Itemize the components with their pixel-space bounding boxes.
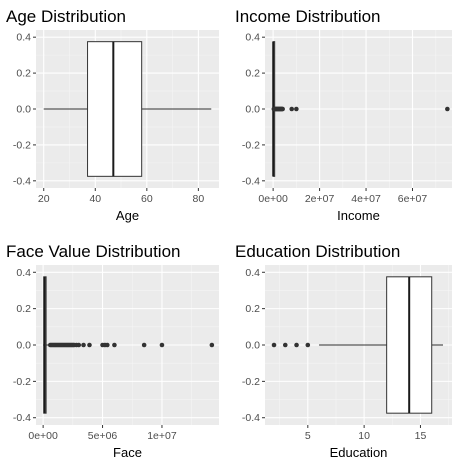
outlier-point xyxy=(81,342,86,348)
outlier-point xyxy=(289,106,295,112)
x-tick-label: 0e+00 xyxy=(258,193,288,205)
outlier-point xyxy=(87,342,92,348)
y-tick-label: 0.2 xyxy=(245,303,260,315)
chart-panel-3: Face Value Distribution 0.4 0.2 0.0 -0.2 -0.4… xyxy=(6,242,219,460)
x-tick-label: 40 xyxy=(89,193,101,205)
y-tick-label: 0.2 xyxy=(245,68,260,80)
outlier-point xyxy=(271,342,277,348)
outlier-point xyxy=(305,342,311,348)
chart-panel-2: Income Distribution 0.4 0.2 0.0 -0.2 -0.4 0e+0… xyxy=(235,7,452,223)
y-tick-label: 0.2 xyxy=(16,303,31,315)
iqr-box xyxy=(87,41,143,177)
x-tick-label: 5e+06 xyxy=(88,430,118,442)
x-tick-label: 2e+07 xyxy=(305,193,335,205)
x-tick-label: 4e+07 xyxy=(351,193,381,205)
chart-title: Income Distribution xyxy=(235,7,381,26)
x-tick-label: 1e+07 xyxy=(147,430,177,442)
outlier-point xyxy=(280,106,285,112)
x-tick-label: 5 xyxy=(305,430,311,442)
x-axis-label: Income xyxy=(337,208,380,223)
x-tick-label: 60 xyxy=(141,193,153,205)
outlier-point xyxy=(445,106,450,112)
outlier-point xyxy=(294,106,299,112)
x-axis-label: Face xyxy=(113,445,142,460)
outlier-point xyxy=(282,342,288,348)
x-axis-label: Education xyxy=(330,445,388,460)
chart-title: Face Value Distribution xyxy=(6,242,181,261)
x-tick-label: 20 xyxy=(38,193,50,205)
y-tick-label: 0.0 xyxy=(245,340,260,352)
y-tick-label: -0.2 xyxy=(242,376,260,388)
outlier-point xyxy=(159,342,165,348)
y-tick-label: 0.0 xyxy=(16,104,31,116)
x-tick-label: 10 xyxy=(358,430,370,442)
outlier-point xyxy=(104,342,110,348)
outlier-point xyxy=(76,342,82,348)
outlier-point xyxy=(141,342,147,348)
y-tick-label: 0.0 xyxy=(245,104,260,116)
y-tick-label: -0.4 xyxy=(13,175,31,187)
chart-title: Education Distribution xyxy=(235,242,400,261)
y-tick-label: -0.2 xyxy=(242,139,260,151)
chart-panel-4: Education Distribution 0.4 0.2 0.0 -0.2 -0.4 5… xyxy=(235,242,452,460)
y-tick-label: 0.4 xyxy=(245,267,260,279)
y-tick-label: 0.2 xyxy=(16,68,31,80)
x-tick-label: 80 xyxy=(193,193,205,205)
x-tick-label: 15 xyxy=(415,430,427,442)
x-tick-label: 0e+00 xyxy=(28,430,58,442)
outlier-point xyxy=(294,342,299,348)
y-tick-label: -0.2 xyxy=(13,376,31,388)
y-tick-label: 0.4 xyxy=(16,267,31,279)
y-tick-label: 0.4 xyxy=(16,32,31,44)
y-tick-label: 0.4 xyxy=(245,32,260,44)
outlier-point xyxy=(112,342,117,348)
y-tick-label: -0.4 xyxy=(242,175,260,187)
x-tick-label: 6e+07 xyxy=(398,193,428,205)
y-tick-label: -0.4 xyxy=(13,412,31,424)
y-tick-label: 0.0 xyxy=(16,340,31,352)
chart-title: Age Distribution xyxy=(6,7,126,26)
chart-panel-1: Age Distribution 0.4 0.2 0.0 -0.2 -0.4 20 40 60 8… xyxy=(6,7,219,223)
y-tick-label: -0.4 xyxy=(242,412,260,424)
x-axis-label: Age xyxy=(116,208,139,223)
y-tick-label: -0.2 xyxy=(13,139,31,151)
outlier-point xyxy=(209,342,215,348)
